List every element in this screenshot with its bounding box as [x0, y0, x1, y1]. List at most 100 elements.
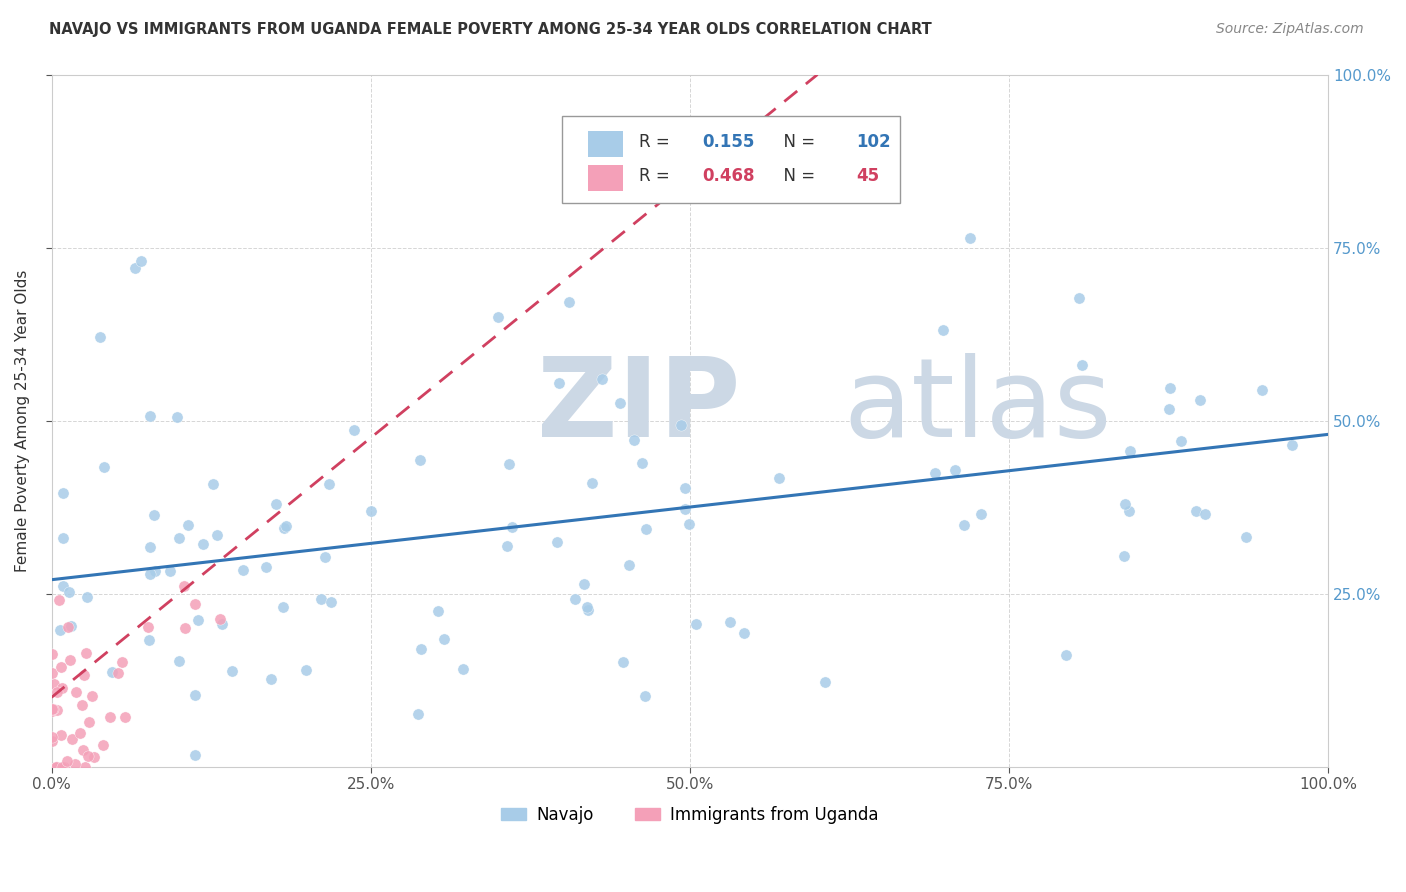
Point: [51, 660, 73, 674]
Text: R =: R =: [638, 168, 675, 186]
Point: [969, 508, 991, 522]
Point: [1251, 383, 1274, 397]
Point: [41, 731, 63, 745]
Point: [208, 612, 231, 626]
Point: [617, 558, 640, 572]
Point: [581, 476, 603, 491]
Point: [143, 508, 166, 522]
Point: [63, 756, 86, 771]
Point: [202, 476, 225, 491]
FancyBboxPatch shape: [562, 116, 900, 202]
Point: [129, 254, 152, 268]
Point: [183, 747, 205, 762]
Point: [406, 707, 429, 722]
Point: [184, 688, 207, 702]
Point: [264, 497, 287, 511]
Point: [221, 664, 243, 678]
Point: [56, 620, 79, 634]
Point: [159, 564, 181, 578]
Point: [58, 585, 80, 599]
Point: [496, 540, 519, 554]
Point: [46, 759, 69, 773]
Point: [636, 522, 658, 536]
Text: R =: R =: [638, 133, 675, 151]
Text: ZIP: ZIP: [537, 353, 740, 460]
Point: [51, 681, 73, 695]
Point: [114, 710, 136, 724]
Point: [952, 517, 974, 532]
Point: [294, 664, 316, 678]
Point: [1114, 549, 1136, 564]
Point: [1054, 648, 1077, 663]
Point: [44, 677, 66, 691]
Point: [59, 653, 82, 667]
Point: [924, 466, 946, 480]
Point: [630, 456, 652, 470]
Point: [52, 486, 75, 500]
Point: [48, 593, 70, 607]
Point: [52, 759, 75, 773]
Point: [673, 502, 696, 516]
Point: [41, 705, 63, 719]
Point: [959, 230, 981, 244]
Point: [83, 750, 105, 764]
Point: [46, 702, 69, 716]
Bar: [588, 165, 623, 192]
Point: [309, 592, 332, 607]
Point: [177, 518, 200, 533]
Point: [591, 372, 613, 386]
Point: [1070, 358, 1092, 372]
Point: [73, 759, 96, 773]
Point: [82, 689, 104, 703]
Point: [1159, 381, 1181, 395]
Point: [274, 519, 297, 533]
Point: [1170, 434, 1192, 448]
Point: [498, 458, 520, 472]
Point: [360, 504, 382, 518]
Point: [486, 310, 509, 324]
Point: [211, 616, 233, 631]
Point: [51, 759, 73, 773]
Point: [69, 726, 91, 740]
Point: [318, 476, 340, 491]
Point: [558, 294, 581, 309]
Point: [49, 728, 72, 742]
Point: [41, 701, 63, 715]
Point: [136, 619, 159, 633]
Point: [124, 261, 146, 276]
Point: [501, 519, 523, 533]
Point: [673, 482, 696, 496]
Legend: Navajo, Immigrants from Uganda: Navajo, Immigrants from Uganda: [501, 806, 879, 824]
Text: 0.468: 0.468: [703, 168, 755, 186]
Point: [685, 616, 707, 631]
Point: [173, 579, 195, 593]
Point: [41, 647, 63, 661]
Point: [1114, 497, 1136, 511]
Point: [184, 597, 207, 611]
Point: [1194, 507, 1216, 521]
Bar: [588, 130, 623, 157]
Text: atlas: atlas: [844, 353, 1112, 460]
Text: 0.155: 0.155: [703, 133, 755, 151]
Point: [1067, 291, 1090, 305]
Point: [576, 600, 599, 615]
Text: N =: N =: [773, 133, 820, 151]
Point: [77, 715, 100, 730]
Point: [169, 531, 191, 545]
Text: 45: 45: [856, 168, 879, 186]
Point: [52, 579, 75, 593]
Point: [91, 738, 114, 752]
Point: [187, 613, 209, 627]
Point: [93, 460, 115, 475]
Point: [76, 748, 98, 763]
Text: 102: 102: [856, 133, 890, 151]
Point: [45, 759, 67, 773]
Point: [932, 324, 955, 338]
Point: [678, 516, 700, 531]
Point: [193, 537, 215, 551]
Text: N =: N =: [773, 168, 820, 186]
Point: [273, 599, 295, 614]
Point: [41, 701, 63, 715]
Point: [546, 535, 568, 549]
Point: [73, 668, 96, 682]
